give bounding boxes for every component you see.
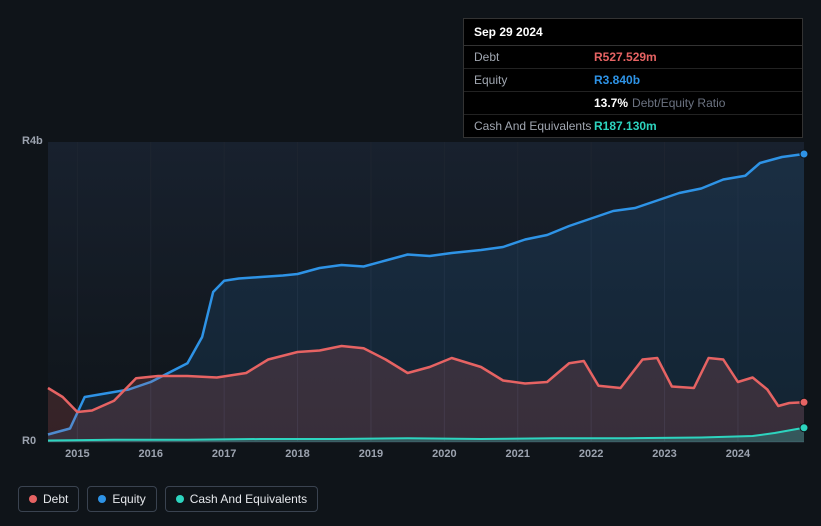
debt-equity-chart: R4bR0 2015201620172018201920202021202220… <box>0 120 821 480</box>
tooltip-row-value: R527.529m <box>594 50 657 64</box>
x-axis-label: 2022 <box>579 448 603 460</box>
tooltip-row-suffix: Debt/Equity Ratio <box>632 96 725 110</box>
legend-item-equity[interactable]: Equity <box>87 486 156 512</box>
tooltip-row: 13.7% Debt/Equity Ratio <box>464 92 802 115</box>
x-axis-label: 2018 <box>285 448 309 460</box>
x-axis-label: 2024 <box>726 448 750 460</box>
legend-swatch <box>29 495 37 503</box>
x-axis-label: 2019 <box>359 448 383 460</box>
chart-legend: Debt Equity Cash And Equivalents <box>18 486 318 512</box>
legend-swatch <box>176 495 184 503</box>
tooltip-row: DebtR527.529m <box>464 46 802 69</box>
x-axis-label: 2015 <box>65 448 89 460</box>
tooltip-row-label: Debt <box>474 50 594 64</box>
legend-item-cash-and-equivalents[interactable]: Cash And Equivalents <box>165 486 318 512</box>
tooltip-row-label: Equity <box>474 73 594 87</box>
tooltip-row-value: 13.7% <box>594 96 628 110</box>
x-axis-label: 2023 <box>652 448 676 460</box>
tooltip-date: Sep 29 2024 <box>464 19 802 46</box>
tooltip-row: EquityR3.840b <box>464 69 802 92</box>
tooltip-row-label <box>474 96 594 110</box>
x-axis-label: 2021 <box>505 448 529 460</box>
legend-swatch <box>98 495 106 503</box>
legend-label: Equity <box>112 492 145 506</box>
legend-label: Debt <box>43 492 68 506</box>
x-axis-label: 2016 <box>139 448 163 460</box>
legend-label: Cash And Equivalents <box>190 492 307 506</box>
legend-item-debt[interactable]: Debt <box>18 486 79 512</box>
x-axis-label: 2017 <box>212 448 236 460</box>
tooltip-row-value: R3.840b <box>594 73 640 87</box>
x-axis-label: 2020 <box>432 448 456 460</box>
